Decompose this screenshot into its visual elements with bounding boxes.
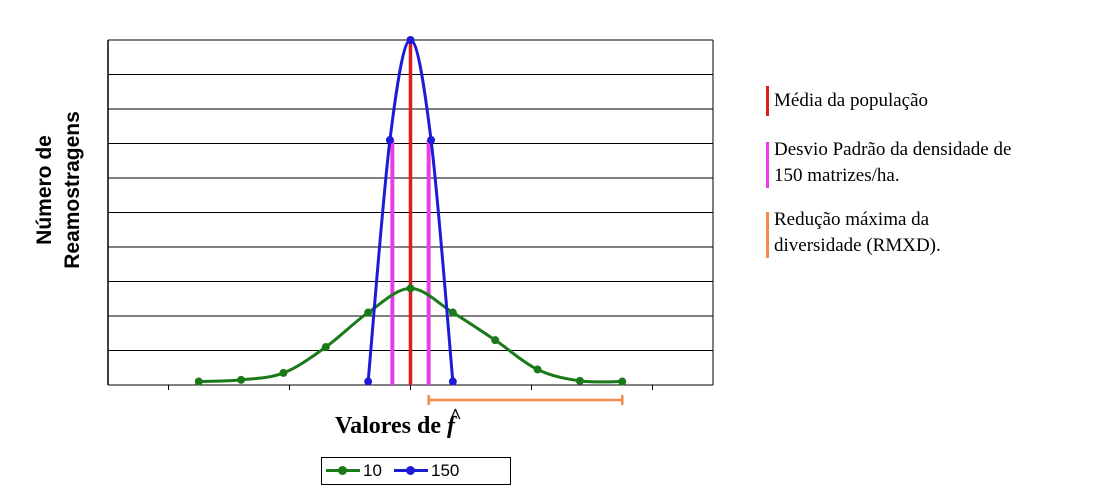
x-axis-label: Valores de ^ f bbox=[335, 403, 462, 448]
series-point-150 bbox=[406, 36, 415, 44]
x-axis-label-text: Valores de bbox=[335, 413, 442, 439]
y-axis-label-line2: Reamostragens bbox=[61, 111, 84, 269]
key-text-rmxd-line2: diversidade (RMXD). bbox=[774, 235, 941, 256]
series-point-10 bbox=[406, 284, 415, 293]
legend: 10 150 bbox=[321, 457, 511, 485]
y-axis-label: Número de Reamostragens bbox=[14, 0, 104, 380]
series-point-10 bbox=[491, 336, 500, 345]
series-point-150 bbox=[364, 377, 373, 386]
legend-item-10: 10 bbox=[326, 458, 382, 483]
plot-area bbox=[107, 36, 714, 405]
x-axis-label-symbol: ^ f bbox=[447, 403, 462, 448]
series-point-10 bbox=[575, 376, 584, 385]
series-point-10 bbox=[618, 377, 627, 386]
legend-item-150: 150 bbox=[394, 458, 459, 483]
y-axis-label-line1: Número de bbox=[33, 135, 56, 245]
series-point-150 bbox=[448, 377, 457, 386]
series-point-10 bbox=[194, 377, 203, 386]
key-bar-mean bbox=[766, 86, 769, 116]
legend-marker-10 bbox=[326, 466, 360, 475]
key-text-sd-line1: Desvio Padrão da densidade de bbox=[774, 139, 1012, 160]
legend-label-150: 150 bbox=[431, 460, 460, 480]
legend-label-10: 10 bbox=[363, 460, 382, 480]
series-point-150 bbox=[427, 136, 436, 145]
key-text-rmxd-line1: Redução máxima da bbox=[774, 209, 930, 230]
series-point-10 bbox=[279, 368, 288, 377]
series-point-10 bbox=[533, 365, 542, 374]
series-point-10 bbox=[237, 375, 246, 384]
key-bar-rmxd bbox=[766, 212, 769, 258]
series-point-10 bbox=[321, 343, 330, 352]
x-axis-label-hat: ^ bbox=[449, 403, 462, 428]
series-point-10 bbox=[364, 308, 373, 317]
key-text-mean: Média da população bbox=[774, 90, 929, 111]
series-point-150 bbox=[385, 136, 394, 145]
legend-marker-150 bbox=[394, 466, 428, 475]
series-point-10 bbox=[448, 308, 457, 317]
key-bar-sd bbox=[766, 142, 769, 188]
key-text-sd-line2: 150 matrizes/ha. bbox=[774, 165, 900, 186]
